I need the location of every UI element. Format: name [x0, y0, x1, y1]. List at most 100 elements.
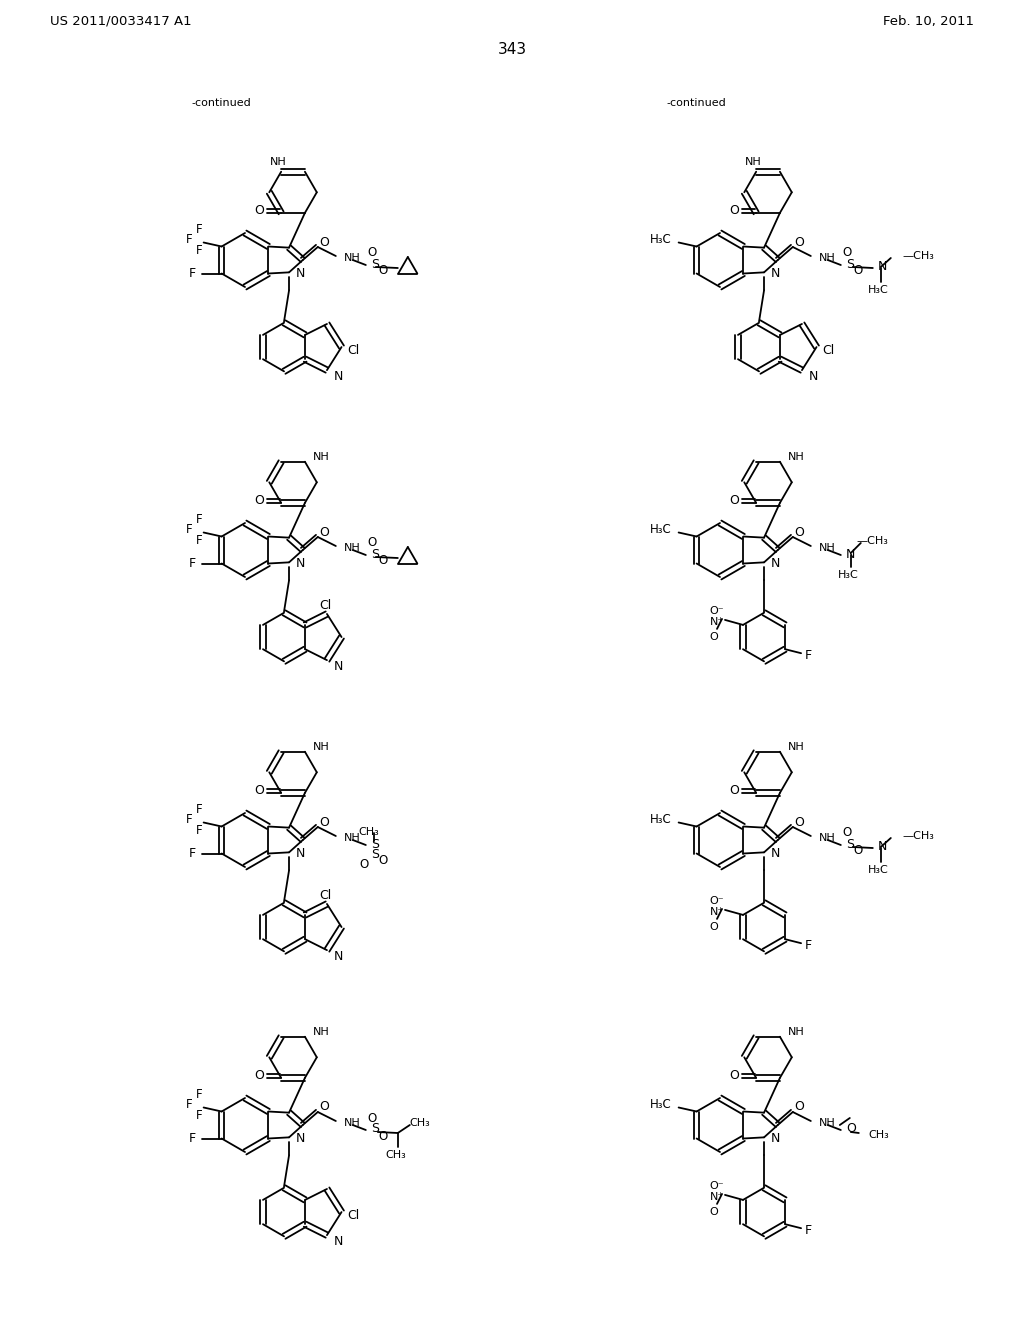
Text: F: F: [805, 648, 812, 661]
Text: S: S: [371, 548, 379, 561]
Text: Feb. 10, 2011: Feb. 10, 2011: [883, 15, 974, 28]
Text: NH: NH: [313, 451, 330, 462]
Text: N: N: [334, 949, 343, 962]
Text: H₃C: H₃C: [867, 285, 888, 294]
Text: H₃C: H₃C: [650, 1098, 672, 1111]
Text: US 2011/0033417 A1: US 2011/0033417 A1: [50, 15, 191, 28]
Text: F: F: [197, 535, 203, 546]
Text: NH: NH: [787, 451, 805, 462]
Text: F: F: [189, 557, 197, 570]
Text: O: O: [710, 921, 719, 932]
Text: N⁺: N⁺: [710, 616, 724, 627]
Text: -continued: -continued: [191, 99, 251, 108]
Text: O: O: [254, 784, 264, 797]
Text: N: N: [334, 1234, 343, 1247]
Text: —CH₃: —CH₃: [857, 536, 889, 546]
Text: -continued: -continued: [666, 99, 726, 108]
Text: O⁻: O⁻: [710, 896, 724, 906]
Text: O: O: [794, 235, 804, 248]
Text: F: F: [197, 513, 203, 525]
Text: O: O: [729, 784, 739, 797]
Text: NH: NH: [269, 157, 287, 166]
Text: F: F: [189, 267, 197, 280]
Text: O: O: [318, 1101, 329, 1114]
Text: N: N: [334, 660, 343, 673]
Text: NH: NH: [819, 1118, 836, 1129]
Text: S: S: [846, 257, 854, 271]
Text: —CH₃: —CH₃: [903, 251, 935, 261]
Text: N: N: [296, 267, 305, 280]
Text: N⁺: N⁺: [710, 907, 724, 917]
Text: N: N: [296, 557, 305, 570]
Text: O: O: [378, 854, 387, 867]
Text: O: O: [853, 845, 862, 858]
Text: NH: NH: [344, 253, 360, 263]
Text: CH₃: CH₃: [410, 1118, 430, 1129]
Text: H₃C: H₃C: [650, 234, 672, 246]
Text: F: F: [197, 223, 203, 236]
Text: F: F: [805, 939, 812, 952]
Text: F: F: [189, 847, 197, 861]
Text: O: O: [378, 264, 387, 277]
Text: O: O: [710, 632, 719, 642]
Text: O: O: [846, 1122, 856, 1135]
Text: Cl: Cl: [347, 343, 359, 356]
Text: N: N: [771, 557, 780, 570]
Text: F: F: [189, 1133, 197, 1144]
Text: NH: NH: [344, 833, 360, 843]
Text: S: S: [371, 257, 379, 271]
Text: NH: NH: [344, 1118, 360, 1129]
Text: N⁺: N⁺: [710, 1192, 724, 1203]
Text: N: N: [334, 370, 343, 383]
Text: F: F: [197, 1088, 203, 1101]
Text: H₃C: H₃C: [867, 865, 888, 875]
Text: F: F: [197, 824, 203, 837]
Text: O: O: [729, 495, 739, 507]
Text: F: F: [186, 234, 193, 246]
Text: NH: NH: [344, 543, 360, 553]
Text: O: O: [359, 858, 369, 871]
Text: Cl: Cl: [347, 1209, 359, 1221]
Text: NH: NH: [819, 833, 836, 843]
Text: O: O: [368, 536, 377, 549]
Text: F: F: [186, 523, 193, 536]
Text: N: N: [771, 1131, 780, 1144]
Text: NH: NH: [787, 1027, 805, 1036]
Text: —CH₃: —CH₃: [903, 832, 935, 841]
Text: 343: 343: [498, 42, 526, 57]
Text: NH: NH: [819, 253, 836, 263]
Text: O: O: [710, 1206, 719, 1217]
Text: O: O: [794, 525, 804, 539]
Text: F: F: [805, 1224, 812, 1237]
Text: O: O: [378, 1130, 387, 1143]
Text: O⁻: O⁻: [710, 606, 724, 616]
Text: N: N: [296, 1131, 305, 1144]
Text: O: O: [368, 247, 377, 260]
Text: F: F: [186, 1098, 193, 1111]
Text: O: O: [842, 247, 851, 260]
Text: O: O: [794, 1101, 804, 1114]
Text: O: O: [318, 525, 329, 539]
Text: N: N: [846, 548, 855, 561]
Text: O: O: [318, 816, 329, 829]
Text: O: O: [729, 1069, 739, 1082]
Text: NH: NH: [744, 157, 762, 166]
Text: N: N: [878, 841, 887, 854]
Text: CH₃: CH₃: [358, 828, 379, 837]
Text: F: F: [197, 1109, 203, 1122]
Text: CH₃: CH₃: [385, 1150, 407, 1160]
Text: O: O: [842, 826, 851, 840]
Text: S: S: [371, 837, 379, 850]
Text: NH: NH: [313, 742, 330, 751]
Text: S: S: [846, 837, 854, 850]
Text: O: O: [368, 1111, 377, 1125]
Text: CH₃: CH₃: [868, 1130, 889, 1140]
Text: Cl: Cl: [822, 343, 835, 356]
Text: NH: NH: [819, 543, 836, 553]
Text: O: O: [254, 495, 264, 507]
Text: H₃C: H₃C: [650, 523, 672, 536]
Text: S: S: [371, 849, 379, 862]
Text: O⁻: O⁻: [710, 1181, 724, 1191]
Text: H₃C: H₃C: [838, 570, 858, 579]
Text: O: O: [729, 205, 739, 218]
